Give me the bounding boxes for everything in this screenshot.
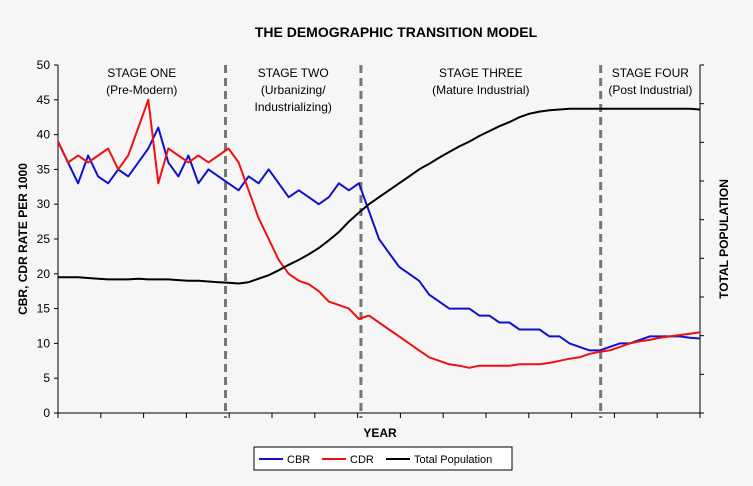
series-line-cdr	[57, 98, 701, 369]
y-tick-label: 40	[37, 128, 51, 142]
legend: CBR CDR Total Population	[253, 446, 513, 471]
stage-title: STAGE ONE	[107, 66, 176, 80]
y-tick-label: 30	[37, 197, 51, 211]
stage-title: STAGE THREE	[439, 66, 523, 80]
y-tick-label: 25	[37, 232, 51, 246]
y-tick-label: 5	[43, 371, 50, 385]
stage-title: STAGE TWO	[258, 66, 329, 80]
stage-subtitle: (Urbanizing/	[261, 83, 326, 97]
stage-subtitle: (Pre-Modern)	[106, 83, 177, 97]
y-tick-label: 20	[37, 267, 51, 281]
legend-population-label: Total Population	[414, 454, 492, 466]
y-axis-label: CBR, CDR RATE PER 1000	[16, 163, 30, 315]
y-tick-label: 45	[37, 93, 51, 107]
stage-subtitle: (Mature Industrial)	[432, 83, 529, 97]
y-tick-label: 0	[43, 406, 50, 420]
y-tick-label: 15	[37, 302, 51, 316]
series-line-cbr	[57, 126, 701, 352]
stage-title: STAGE FOUR	[612, 66, 689, 80]
stage-subtitle: (Post Industrial)	[608, 83, 692, 97]
y-tick-label: 35	[37, 162, 51, 176]
stage-subtitle-2: Industrializing)	[255, 100, 332, 114]
x-axis-label: YEAR	[363, 426, 397, 440]
y2-axis-label: TOTAL POPULATION	[717, 179, 731, 299]
y-tick-label: 50	[37, 58, 51, 72]
y-tick-label: 10	[37, 336, 51, 350]
chart-title: THE DEMOGRAPHIC TRANSITION MODEL	[255, 24, 538, 40]
legend-cbr-label: CBR	[287, 454, 310, 466]
series-line-total-population	[58, 107, 701, 285]
legend-cdr-label: CDR	[350, 454, 374, 466]
